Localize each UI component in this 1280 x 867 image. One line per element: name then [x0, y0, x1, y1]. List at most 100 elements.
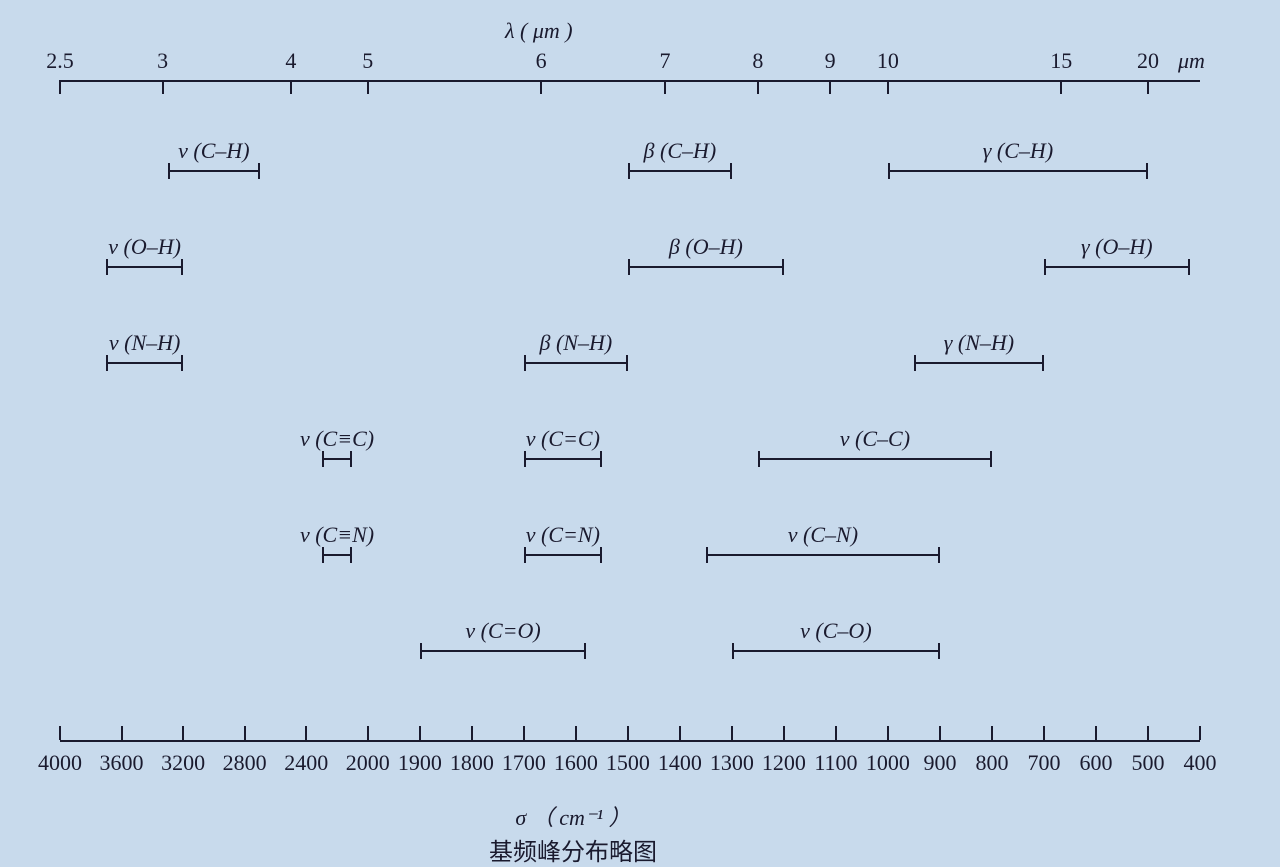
band-cap	[1146, 163, 1148, 179]
top-axis-tick-label: 4	[285, 48, 296, 74]
band-label: ν (C=O)	[465, 618, 540, 644]
top-axis-tick	[59, 80, 61, 94]
top-axis-tick	[664, 80, 666, 94]
band-cap	[990, 451, 992, 467]
band-label: γ (N–H)	[944, 330, 1014, 356]
bottom-axis-tick	[991, 726, 993, 740]
bottom-axis-tick-label: 1300	[710, 750, 754, 776]
band-cap	[600, 547, 602, 563]
frequency-band	[524, 554, 602, 556]
band-cap	[106, 259, 108, 275]
band-cap	[938, 643, 940, 659]
band-cap	[600, 451, 602, 467]
ir-frequency-chart: λ ( μm )2.53456789101520μm40003600320028…	[0, 0, 1280, 863]
top-axis-tick-label: 7	[660, 48, 671, 74]
band-cap	[706, 547, 708, 563]
bottom-axis-tick-label: 3600	[100, 750, 144, 776]
band-label: ν (C≡C)	[300, 426, 374, 452]
frequency-band	[106, 362, 183, 364]
bottom-axis-line	[60, 740, 1200, 742]
top-axis-tick	[290, 80, 292, 94]
bottom-axis-tick	[575, 726, 577, 740]
bottom-axis-tick	[305, 726, 307, 740]
frequency-band	[1044, 266, 1190, 268]
band-label: ν (C=N)	[526, 522, 600, 548]
bottom-axis-tick-label: 2800	[223, 750, 267, 776]
bottom-axis-tick	[679, 726, 681, 740]
band-label: γ (O–H)	[1081, 234, 1153, 260]
band-cap	[628, 259, 630, 275]
band-label: ν (C–N)	[788, 522, 858, 548]
top-axis-tick	[1147, 80, 1149, 94]
top-axis-tick-label: 15	[1050, 48, 1072, 74]
band-cap	[420, 643, 422, 659]
band-cap	[350, 547, 352, 563]
band-cap	[732, 643, 734, 659]
band-cap	[782, 259, 784, 275]
band-cap	[1188, 259, 1190, 275]
chart-caption: 基频峰分布略图	[489, 832, 657, 867]
bottom-axis-tick	[783, 726, 785, 740]
bottom-axis-tick-label: 3200	[161, 750, 205, 776]
band-cap	[730, 163, 732, 179]
top-axis-tick	[829, 80, 831, 94]
band-cap	[584, 643, 586, 659]
frequency-band	[732, 650, 940, 652]
band-label: ν (N–H)	[109, 330, 180, 356]
bottom-axis-tick-label: 500	[1131, 750, 1164, 776]
band-cap	[322, 547, 324, 563]
band-cap	[628, 163, 630, 179]
top-axis-tick-label: 5	[362, 48, 373, 74]
bottom-axis-tick	[731, 726, 733, 740]
frequency-band	[524, 362, 628, 364]
bottom-axis-tick-label: 1400	[658, 750, 702, 776]
band-cap	[914, 355, 916, 371]
bottom-axis-tick	[627, 726, 629, 740]
frequency-band	[914, 362, 1044, 364]
band-cap	[524, 547, 526, 563]
bottom-axis-tick	[1199, 726, 1201, 740]
bottom-axis-tick	[244, 726, 246, 740]
top-axis-tick	[162, 80, 164, 94]
band-label: ν (C–O)	[800, 618, 871, 644]
top-axis-tick	[367, 80, 369, 94]
top-axis-tick-label: 9	[825, 48, 836, 74]
band-cap	[350, 451, 352, 467]
bottom-axis-tick	[367, 726, 369, 740]
top-axis-tick-label: 3	[157, 48, 168, 74]
band-cap	[258, 163, 260, 179]
bottom-axis-tick	[939, 726, 941, 740]
band-cap	[1044, 259, 1046, 275]
bottom-axis-tick	[1095, 726, 1097, 740]
bottom-axis-tick-label: 900	[923, 750, 956, 776]
top-axis-tick-label: 2.5	[46, 48, 74, 74]
bottom-axis-tick	[59, 726, 61, 740]
bottom-axis-tick	[1043, 726, 1045, 740]
bottom-axis-tick	[121, 726, 123, 740]
frequency-band	[168, 170, 260, 172]
top-axis-tick-label: 20	[1137, 48, 1159, 74]
bottom-axis-tick-label: 600	[1079, 750, 1112, 776]
top-axis-title: λ ( μm )	[505, 18, 573, 44]
bottom-axis-tick-label: 1900	[398, 750, 442, 776]
band-cap	[181, 259, 183, 275]
band-cap	[168, 163, 170, 179]
bottom-axis-tick-label: 1100	[814, 750, 857, 776]
band-label: ν (C≡N)	[300, 522, 374, 548]
band-label: β (C–H)	[644, 138, 717, 164]
bottom-axis-tick	[471, 726, 473, 740]
top-axis-unit: μm	[1178, 48, 1205, 74]
top-axis-tick	[1060, 80, 1062, 94]
bottom-axis-tick-label: 2400	[284, 750, 328, 776]
band-cap	[524, 355, 526, 371]
bottom-axis-tick-label: 800	[975, 750, 1008, 776]
band-label: ν (O–H)	[108, 234, 181, 260]
frequency-band	[628, 170, 732, 172]
band-label: ν (C=C)	[526, 426, 600, 452]
band-cap	[524, 451, 526, 467]
top-axis-tick-label: 8	[752, 48, 763, 74]
bottom-axis-tick-label: 2000	[346, 750, 390, 776]
top-axis-tick-label: 10	[877, 48, 899, 74]
frequency-band	[706, 554, 940, 556]
band-cap	[758, 451, 760, 467]
